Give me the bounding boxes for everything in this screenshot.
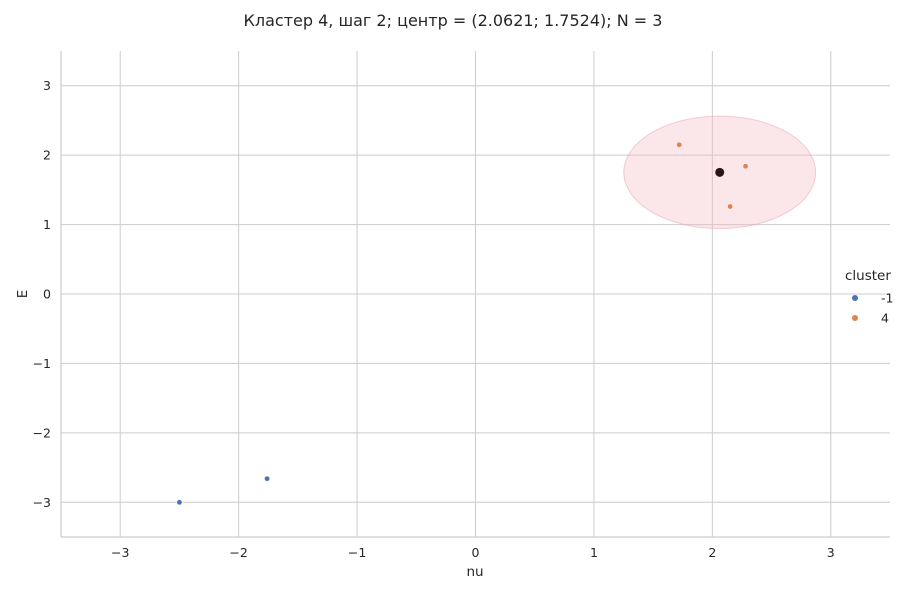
data-point-cluster-4 <box>727 203 733 210</box>
data-point-cluster--1 <box>264 475 270 482</box>
legend-marker <box>852 315 858 321</box>
x-tick-label: 0 <box>472 545 480 560</box>
legend-entry-label: 4 <box>881 311 889 326</box>
x-tick-label: −3 <box>111 545 129 560</box>
y-tick-label: −2 <box>33 425 51 440</box>
x-axis-ticks: −3 −2 −1 0 1 2 3 <box>111 545 835 560</box>
cluster-center-point <box>715 167 725 177</box>
y-axis-label: E <box>15 290 31 299</box>
data-point-cluster-4 <box>742 163 749 170</box>
x-tick-label: −2 <box>229 545 247 560</box>
legend-entry-label: -1 <box>881 291 893 306</box>
x-axis-label: nu <box>466 564 483 580</box>
data-point-cluster--1 <box>176 499 183 506</box>
x-tick-label: 3 <box>827 545 835 560</box>
y-tick-label: 3 <box>43 78 51 93</box>
legend-marker <box>852 295 858 301</box>
y-tick-label: −1 <box>33 356 51 371</box>
axes-spines <box>60 51 890 538</box>
data-point-cluster-4 <box>676 141 682 148</box>
y-tick-label: 1 <box>43 217 51 232</box>
y-tick-label: 2 <box>43 148 51 163</box>
x-tick-label: −1 <box>348 545 366 560</box>
points-layer <box>176 141 749 506</box>
y-axis-ticks: −3 −2 −1 0 1 2 3 <box>33 78 51 510</box>
chart-title: Кластер 4, шаг 2; центр = (2.0621; 1.752… <box>244 11 663 30</box>
y-tick-label: 0 <box>43 287 51 302</box>
x-tick-label: 2 <box>708 545 716 560</box>
legend: cluster -1 4 <box>845 268 893 326</box>
x-tick-label: 1 <box>590 545 598 560</box>
y-tick-label: −3 <box>33 495 51 510</box>
legend-title: cluster <box>845 268 891 284</box>
grid <box>61 51 890 537</box>
